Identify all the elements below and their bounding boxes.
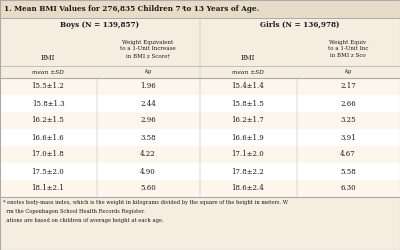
Text: mean ±SD: mean ±SD: [32, 70, 64, 74]
Text: 2.96: 2.96: [140, 116, 156, 124]
Bar: [0, 112, 400, 129]
Text: 17.5±2.0: 17.5±2.0: [32, 168, 64, 175]
Text: BMI: BMI: [41, 54, 55, 62]
Text: 5.58: 5.58: [340, 168, 356, 175]
Bar: [0, 18, 400, 32]
Bar: [0, 180, 400, 197]
Text: 16.2±1.5: 16.2±1.5: [32, 116, 64, 124]
Text: Weight Equiv
to a 1-Unit Inc
in BMI z Sco: Weight Equiv to a 1-Unit Inc in BMI z Sc…: [328, 40, 368, 58]
Text: ations are based on children of average height at each age.: ations are based on children of average …: [3, 218, 164, 223]
Bar: [0, 146, 400, 163]
Text: 3.25: 3.25: [340, 116, 356, 124]
Text: 17.1±2.0: 17.1±2.0: [232, 150, 264, 158]
Text: 2.44: 2.44: [140, 100, 156, 108]
Text: mean ±SD: mean ±SD: [232, 70, 264, 74]
Text: BMI: BMI: [241, 54, 255, 62]
Bar: [0, 129, 400, 146]
Text: 6.30: 6.30: [340, 184, 356, 192]
Text: 3.58: 3.58: [140, 134, 156, 141]
Text: 16.2±1.7: 16.2±1.7: [232, 116, 264, 124]
Bar: [0, 0, 400, 18]
Bar: [0, 78, 400, 95]
Text: Girls (N = 136,978): Girls (N = 136,978): [260, 21, 340, 29]
Text: 15.5±1.2: 15.5±1.2: [32, 82, 64, 90]
Text: 16.6±1.6: 16.6±1.6: [32, 134, 64, 141]
Text: 2.66: 2.66: [340, 100, 356, 108]
Text: 1. Mean BMI Values for 276,835 Children 7 to 13 Years of Age.: 1. Mean BMI Values for 276,835 Children …: [4, 5, 259, 13]
Text: 2.17: 2.17: [340, 82, 356, 90]
Text: 4.22: 4.22: [140, 150, 156, 158]
Text: 18.6±2.4: 18.6±2.4: [232, 184, 264, 192]
Text: Weight Equivalent
to a 1-Unit Increase
in BMI z Score†: Weight Equivalent to a 1-Unit Increase i…: [120, 40, 176, 58]
Text: Boys (N = 139,857): Boys (N = 139,857): [60, 21, 140, 29]
Text: kg: kg: [344, 70, 352, 74]
Text: 16.6±1.9: 16.6±1.9: [232, 134, 264, 141]
Text: 1.96: 1.96: [140, 82, 156, 90]
Text: 15.8±1.5: 15.8±1.5: [232, 100, 264, 108]
Text: kg: kg: [144, 70, 152, 74]
Text: rm the Copenhagen School Health Records Register.: rm the Copenhagen School Health Records …: [3, 209, 145, 214]
Bar: [0, 163, 400, 180]
Bar: [0, 95, 400, 112]
Text: 18.1±2.1: 18.1±2.1: [32, 184, 64, 192]
Bar: [0, 66, 400, 78]
Text: 15.8±1.3: 15.8±1.3: [32, 100, 64, 108]
Text: a: a: [182, 5, 185, 10]
Text: 17.8±2.2: 17.8±2.2: [232, 168, 264, 175]
Text: 4.67: 4.67: [340, 150, 356, 158]
Text: * enotes body-mass index, which is the weight in kilograms divided by the square: * enotes body-mass index, which is the w…: [3, 200, 288, 205]
Bar: [0, 32, 400, 66]
Text: 17.0±1.8: 17.0±1.8: [32, 150, 64, 158]
Text: 4.90: 4.90: [140, 168, 156, 175]
Text: 15.4±1.4: 15.4±1.4: [232, 82, 264, 90]
Text: 5.60: 5.60: [140, 184, 156, 192]
Bar: [0, 197, 400, 250]
Text: 3.91: 3.91: [340, 134, 356, 141]
